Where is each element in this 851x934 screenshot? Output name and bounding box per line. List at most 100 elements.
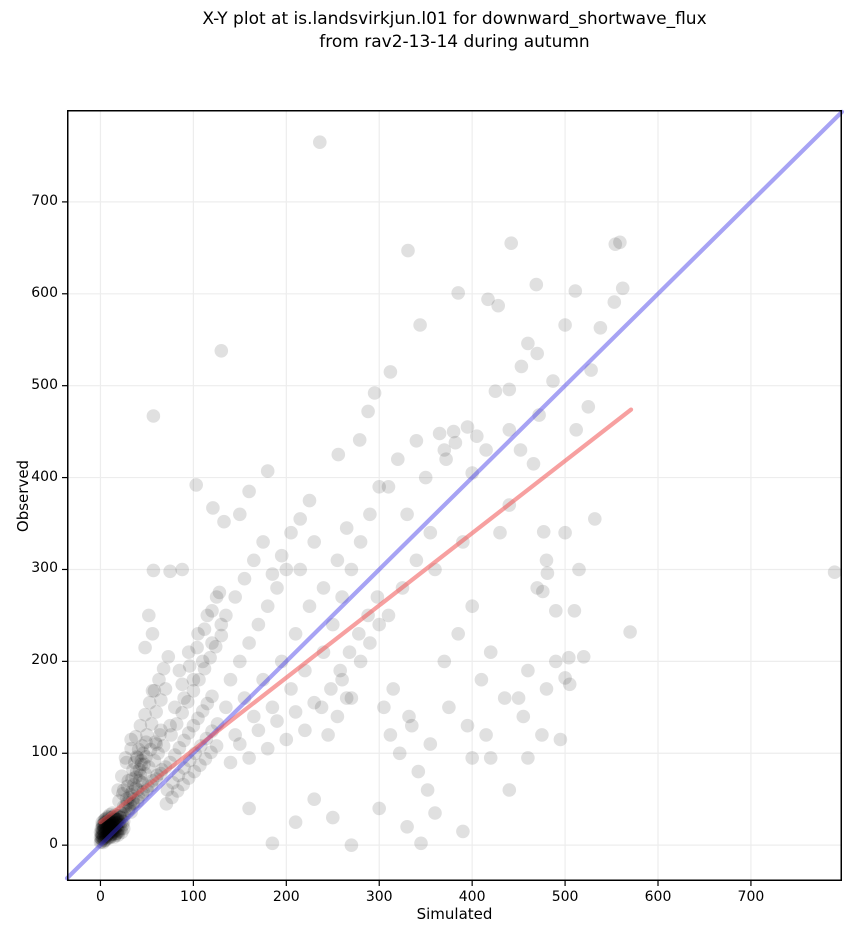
scatter-point <box>93 831 108 845</box>
scatter-point <box>96 831 110 846</box>
scatter-point <box>105 820 120 835</box>
scatter-point <box>532 408 546 422</box>
scatter-point <box>95 821 110 836</box>
scatter-point <box>102 820 117 834</box>
scatter-point <box>411 764 426 779</box>
scatter-point <box>228 590 242 604</box>
scatter-point <box>223 755 238 770</box>
scatter-point <box>116 814 131 829</box>
scatter-point <box>104 827 119 841</box>
one-to-one-line <box>64 109 845 881</box>
scatter-point <box>274 548 289 563</box>
scatter-point <box>502 423 517 437</box>
scatter-point <box>97 833 111 848</box>
scatter-point <box>284 682 298 696</box>
scatter-point <box>105 824 120 839</box>
y-tick-label: 0 <box>49 836 58 853</box>
scatter-point <box>293 562 307 577</box>
scatter-point <box>401 243 415 258</box>
scatter-point <box>137 757 151 772</box>
scatter-point <box>483 751 498 765</box>
scatter-point <box>307 535 321 549</box>
scatter-point <box>134 757 149 772</box>
scatter-point <box>115 814 129 829</box>
scatter-point <box>372 801 387 816</box>
scatter-point <box>307 695 321 710</box>
scatter-point <box>145 627 160 641</box>
scatter-point <box>134 753 149 768</box>
scatter-point <box>98 826 112 840</box>
scatter-point <box>497 691 512 705</box>
scatter-point <box>116 818 130 832</box>
scatter-point <box>110 812 124 827</box>
scatter-point <box>562 650 576 665</box>
scatter-point <box>251 723 266 738</box>
scatter-point <box>107 821 122 836</box>
scatter-point <box>170 784 185 798</box>
scatter-point <box>331 447 346 462</box>
scatter-point <box>363 636 377 650</box>
scatter-point <box>138 707 152 722</box>
scatter-point <box>274 654 289 669</box>
scatter-point <box>413 318 427 332</box>
x-tick-label: 300 <box>365 889 393 905</box>
scatter-point <box>187 764 202 779</box>
scatter-point <box>114 810 128 825</box>
scatter-point <box>159 797 174 811</box>
scatter-point <box>342 645 357 659</box>
plot-area <box>62 109 845 886</box>
scatter-point <box>94 821 109 836</box>
scatter-point <box>205 636 219 650</box>
scatter-point <box>214 628 229 643</box>
scatter-point <box>147 684 162 698</box>
x-axis-label: Simulated <box>416 905 493 923</box>
scatter-point <box>206 501 220 515</box>
scatter-point <box>129 770 143 784</box>
scatter-point <box>111 828 125 842</box>
scatter-point <box>97 822 111 837</box>
scatter-point <box>95 827 110 841</box>
scatter-point <box>511 691 526 705</box>
scatter-point <box>101 820 115 835</box>
scatter-point <box>177 691 191 705</box>
scatter-point <box>121 803 136 817</box>
scatter-point <box>104 819 119 833</box>
scatter-point <box>326 617 340 632</box>
scatter-point <box>99 821 113 836</box>
scatter-point <box>197 622 212 636</box>
scatter-point <box>132 763 147 777</box>
scatter-point <box>142 760 156 774</box>
scatter-point <box>96 823 110 838</box>
scatter-point <box>103 822 118 837</box>
scatter-point <box>154 723 168 738</box>
scatter-point <box>219 608 233 623</box>
scatter-point <box>154 693 168 707</box>
scatter-point <box>432 426 447 441</box>
scatter-point <box>437 654 452 669</box>
scatter-point <box>101 827 115 841</box>
scatter-point <box>400 820 414 834</box>
scatter-point <box>288 627 303 641</box>
scatter-point <box>156 739 171 753</box>
scatter-point <box>502 382 517 397</box>
scatter-point <box>367 386 382 400</box>
scatter-point <box>326 810 340 825</box>
scatter-point <box>558 525 572 540</box>
scatter-point <box>521 663 535 678</box>
scatter-point <box>172 741 187 755</box>
x-tick-label: 200 <box>272 889 300 905</box>
scatter-point <box>121 774 136 788</box>
scatter-point <box>405 718 419 733</box>
scatter-point <box>186 684 201 698</box>
scatter-point <box>479 443 493 457</box>
scatter-point <box>176 777 190 792</box>
scatter-point <box>456 824 470 839</box>
scatter-point <box>193 758 207 772</box>
scatter-point <box>335 590 349 604</box>
scatter-point <box>156 661 171 676</box>
scatter-point <box>197 661 212 676</box>
scatter-point <box>113 818 127 832</box>
scatter-point <box>139 735 153 749</box>
scatter-point <box>302 599 317 613</box>
scatter-point <box>109 816 124 830</box>
